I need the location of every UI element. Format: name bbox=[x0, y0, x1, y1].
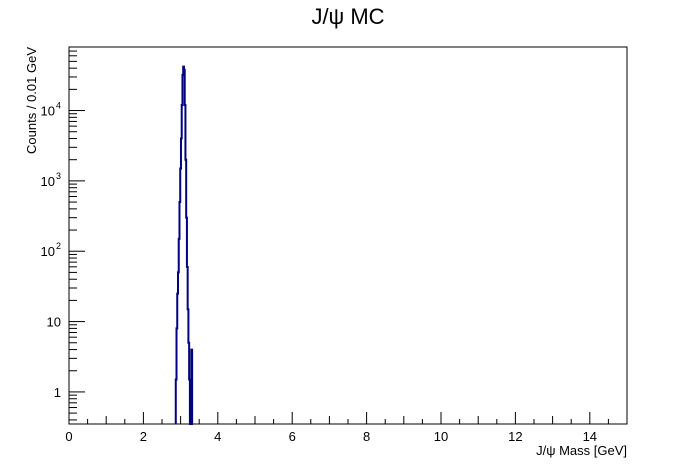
x-tick-label: 0 bbox=[65, 429, 72, 444]
x-tick-label: 10 bbox=[434, 429, 448, 444]
y-tick-exponent: 3 bbox=[56, 171, 61, 181]
x-tick-label: 2 bbox=[140, 429, 147, 444]
x-tick-label: 12 bbox=[508, 429, 522, 444]
x-tick-label: 8 bbox=[363, 429, 370, 444]
histogram-outline bbox=[174, 65, 194, 425]
y-tick-exponent: 2 bbox=[56, 241, 61, 251]
y-tick-label: 10 bbox=[41, 244, 55, 259]
y-axis-label: Counts / 0.01 GeV bbox=[24, 47, 39, 154]
x-axis: 0 2 4 6 8 10 12 14 bbox=[65, 412, 628, 444]
x-tick-label: 14 bbox=[583, 429, 597, 444]
y-tick-label: 10 bbox=[41, 104, 55, 119]
y-tick-label: 1 bbox=[54, 385, 61, 400]
y-tick-label: 10 bbox=[41, 174, 55, 189]
y-tick-label: 10 bbox=[47, 315, 61, 330]
histogram-bin bbox=[183, 67, 184, 424]
x-tick-label: 6 bbox=[289, 429, 296, 444]
x-tick-label: 4 bbox=[214, 429, 221, 444]
y-tick-exponent: 4 bbox=[56, 101, 61, 111]
plot-frame bbox=[68, 46, 628, 425]
x-axis-label: J/ψ Mass [GeV] bbox=[536, 443, 627, 458]
chart-title: J/ψ MC bbox=[311, 4, 384, 29]
